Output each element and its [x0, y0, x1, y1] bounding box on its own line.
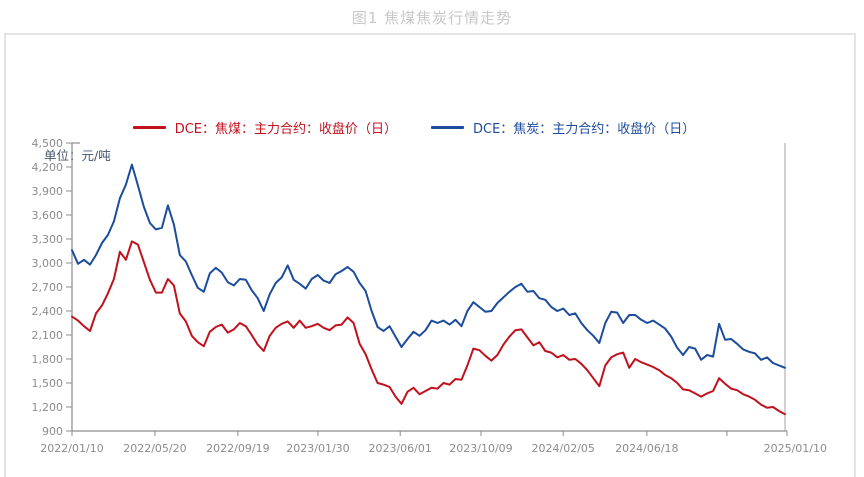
legend-item-coking-coal: DCE：焦煤：主力合约：收盘价（日）	[132, 118, 397, 137]
x-axis-tick-label: 2024/06/18	[615, 442, 678, 455]
unit-label: 单位：元/吨	[44, 148, 111, 163]
coke-line-swatch-icon	[431, 126, 464, 129]
y-axis-tick-label: 1,200	[32, 401, 64, 414]
chart-panel: DCE：焦煤：主力合约：收盘价（日） DCE：焦炭：主力合约：收盘价（日） 单位…	[4, 33, 856, 477]
x-axis-tick-label: 2023/06/01	[368, 442, 431, 455]
x-axis-tick-label: 2023/10/09	[449, 442, 512, 455]
legend-item-coke: DCE：焦炭：主力合约：收盘价（日）	[431, 118, 695, 137]
x-axis-tick-label: 2023/01/30	[286, 442, 349, 455]
coking-coal-legend-label: DCE：焦煤：主力合约：收盘价（日）	[174, 122, 397, 137]
x-axis-tick-label: 2022/09/19	[206, 442, 269, 455]
legend: DCE：焦煤：主力合约：收盘价（日） DCE：焦炭：主力合约：收盘价（日）	[0, 118, 846, 137]
y-axis-tick-label: 1,500	[32, 377, 64, 390]
y-axis-tick-label: 900	[42, 425, 63, 438]
y-axis-tick-label: 3,900	[32, 185, 64, 198]
x-axis-tick-label: 2022/01/10	[40, 442, 103, 455]
y-axis-tick-label: 4,200	[32, 161, 64, 174]
x-axis-tick-label: 2025/01/10	[764, 442, 827, 455]
chart-title: 图1 焦煤焦炭行情走势	[351, 9, 513, 27]
y-axis-tick-label: 3,000	[32, 257, 64, 270]
y-axis-tick-label: 3,600	[32, 209, 64, 222]
coke-price-line	[71, 163, 786, 369]
y-axis-tick-label: 1,800	[32, 353, 64, 366]
coke-legend-label: DCE：焦炭：主力合约：收盘价（日）	[473, 122, 696, 137]
coking-coal-price-line	[71, 240, 786, 416]
x-axis-tick-label: 2022/05/20	[123, 442, 186, 455]
coking-coal-line-swatch-icon	[132, 126, 166, 129]
y-axis-tick-label: 4,500	[32, 137, 64, 150]
y-axis-tick-label: 2,100	[32, 329, 64, 342]
y-axis-tick-label: 2,700	[32, 281, 64, 294]
x-axis-tick-label: 2024/02/05	[532, 442, 595, 455]
y-axis-tick-label: 3,300	[32, 233, 64, 246]
y-axis-tick-label: 2,400	[32, 305, 64, 318]
